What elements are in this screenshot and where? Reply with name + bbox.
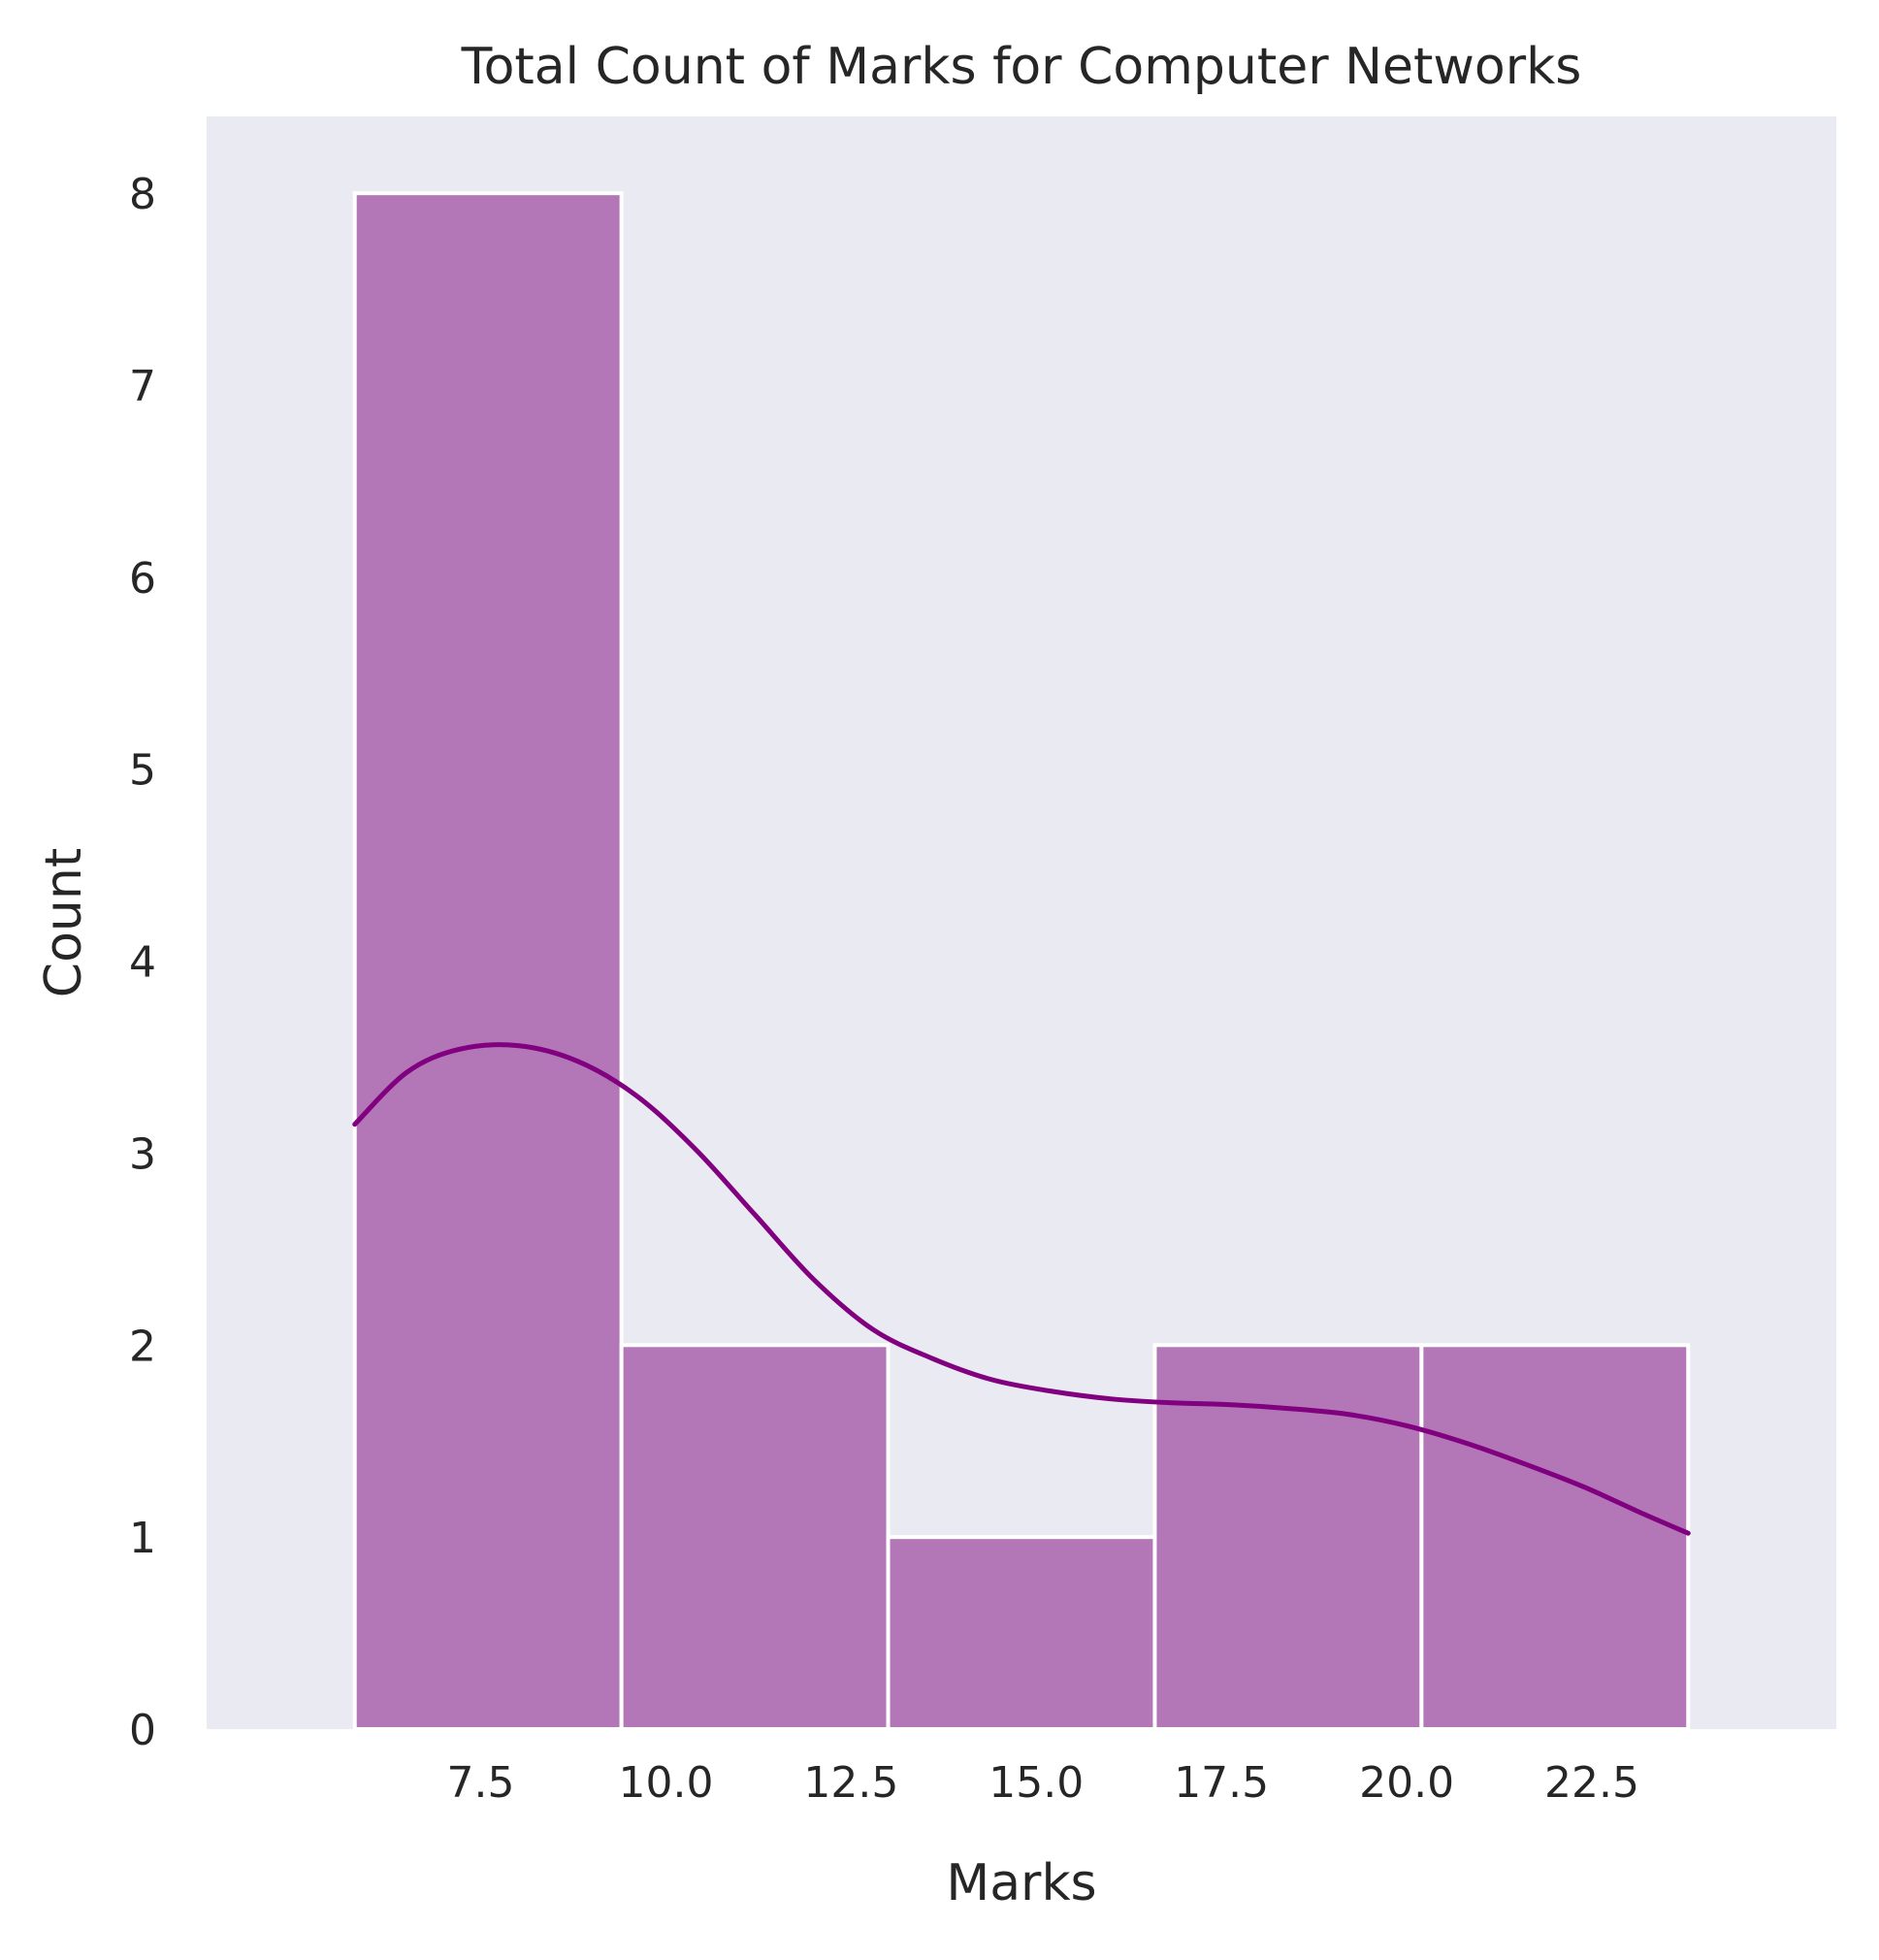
histogram-bar	[1419, 1343, 1691, 1732]
histogram-bars	[352, 191, 1691, 1732]
y-axis-label: Count	[35, 848, 93, 997]
x-tick-label: 17.5	[1174, 1758, 1269, 1808]
x-tick-label: 22.5	[1544, 1758, 1639, 1808]
y-tick-label: 8	[129, 170, 156, 219]
y-tick-label: 3	[129, 1129, 156, 1179]
y-tick-labels: 0 1 2 3 4 5 6 7 8	[129, 170, 156, 1755]
x-tick-label: 7.5	[447, 1758, 515, 1808]
y-tick-label: 0	[129, 1706, 156, 1755]
y-tick-label: 5	[129, 746, 156, 796]
y-tick-label: 2	[129, 1322, 156, 1371]
histogram-bar	[352, 191, 624, 1732]
y-tick-label: 6	[129, 554, 156, 604]
x-axis-label: Marks	[946, 1854, 1096, 1912]
x-tick-labels: 7.5 10.0 12.5 15.0 17.5 20.0 22.5	[447, 1758, 1639, 1808]
histogram-bar	[1152, 1343, 1424, 1732]
y-tick-label: 4	[129, 938, 156, 988]
histogram-bar	[619, 1343, 891, 1732]
histogram-bar	[886, 1535, 1157, 1731]
x-tick-label: 10.0	[618, 1758, 713, 1808]
chart-title: Total Count of Marks for Computer Networ…	[461, 38, 1582, 96]
y-tick-label: 7	[129, 362, 156, 411]
x-tick-label: 15.0	[988, 1758, 1084, 1808]
x-tick-label: 12.5	[803, 1758, 898, 1808]
y-tick-label: 1	[129, 1514, 156, 1563]
x-tick-label: 20.0	[1359, 1758, 1454, 1808]
kde-line	[352, 1042, 1691, 1536]
